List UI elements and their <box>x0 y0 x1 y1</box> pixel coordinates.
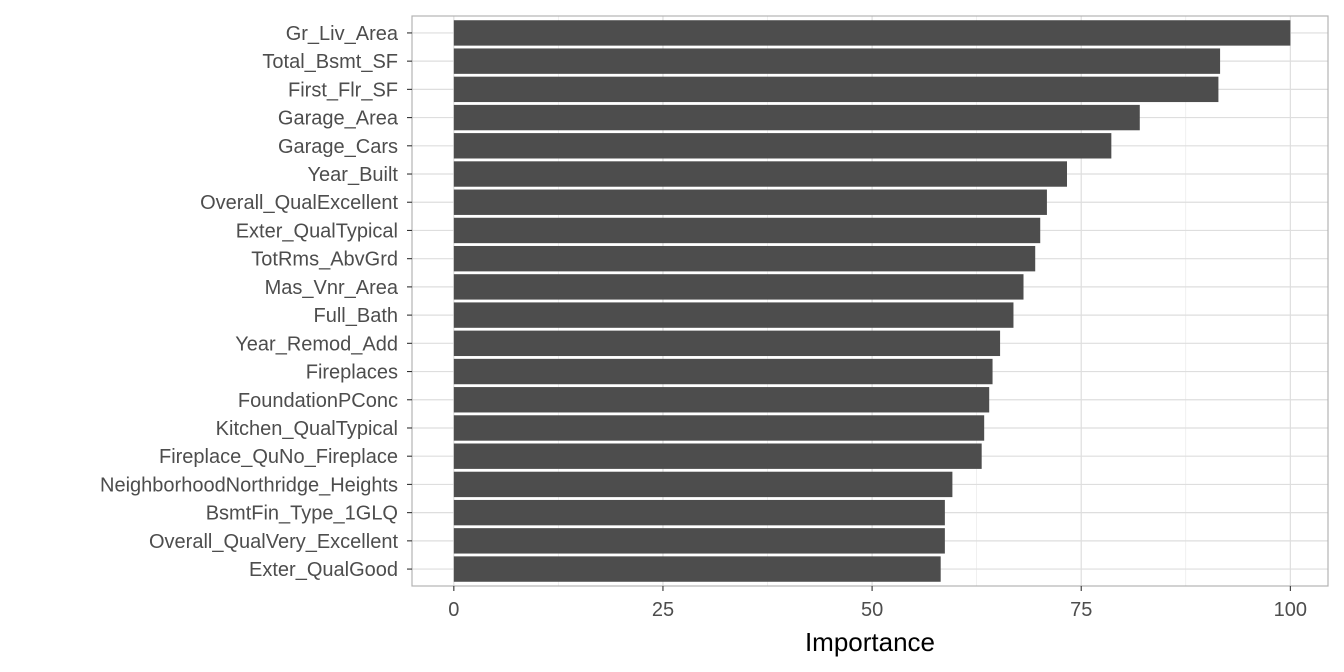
bar <box>453 104 1140 131</box>
bar <box>453 217 1041 244</box>
bar <box>453 387 990 413</box>
bar <box>453 556 941 582</box>
category-label: Year_Built <box>308 164 399 186</box>
x-axis-title: Importance <box>805 627 935 657</box>
category-label: Gr_Liv_Area <box>286 23 399 45</box>
x-tick-label: 0 <box>448 599 459 621</box>
category-label: Overall_QualExcellent <box>200 192 398 214</box>
category-label: Overall_QualVery_Excellent <box>149 531 398 553</box>
category-label: Exter_QualGood <box>249 559 398 581</box>
bar <box>453 274 1024 300</box>
panel-border <box>411 15 1329 587</box>
x-tick-label: 100 <box>1274 599 1307 621</box>
bar <box>453 415 985 441</box>
category-label: FoundationPConc <box>238 390 398 412</box>
x-tick-label: 25 <box>652 599 674 621</box>
category-label: Full_Bath <box>314 305 399 327</box>
bar <box>453 189 1047 215</box>
bar <box>453 76 1219 103</box>
category-label: Fireplace_QuNo_Fireplace <box>159 446 398 468</box>
bar <box>453 330 1001 357</box>
bar <box>453 133 1112 159</box>
category-label: Total_Bsmt_SF <box>262 51 398 73</box>
x-tick-label: 50 <box>861 599 883 621</box>
category-label: Year_Remod_Add <box>235 333 398 355</box>
category-label: Garage_Area <box>278 108 399 130</box>
bar <box>453 528 945 554</box>
bar <box>453 20 1291 46</box>
bar <box>453 302 1014 328</box>
category-labels: Gr_Liv_Area Total_Bsmt_SF First_Flr_SF Gara… <box>100 23 412 581</box>
category-label: Mas_Vnr_Area <box>265 277 399 299</box>
bars <box>453 20 1291 582</box>
x-axis-ticks: 0 25 50 75 100 <box>448 586 1307 621</box>
category-label: First_Flr_SF <box>288 79 398 101</box>
category-label: Kitchen_QualTypical <box>216 418 398 440</box>
bar <box>453 443 982 469</box>
category-label: BsmtFin_Type_1GLQ <box>206 503 398 525</box>
bar <box>453 245 1036 272</box>
bar <box>453 471 953 498</box>
bar <box>453 48 1221 74</box>
category-label: Fireplaces <box>306 362 398 384</box>
category-label: NeighborhoodNorthridge_Heights <box>100 474 398 496</box>
category-label: Garage_Cars <box>278 136 398 158</box>
category-label: Exter_QualTypical <box>236 220 398 242</box>
bar <box>453 499 945 526</box>
x-tick-label: 75 <box>1070 599 1092 621</box>
category-label: TotRms_AbvGrd <box>251 249 398 271</box>
bar <box>453 161 1068 187</box>
bar <box>453 358 993 385</box>
